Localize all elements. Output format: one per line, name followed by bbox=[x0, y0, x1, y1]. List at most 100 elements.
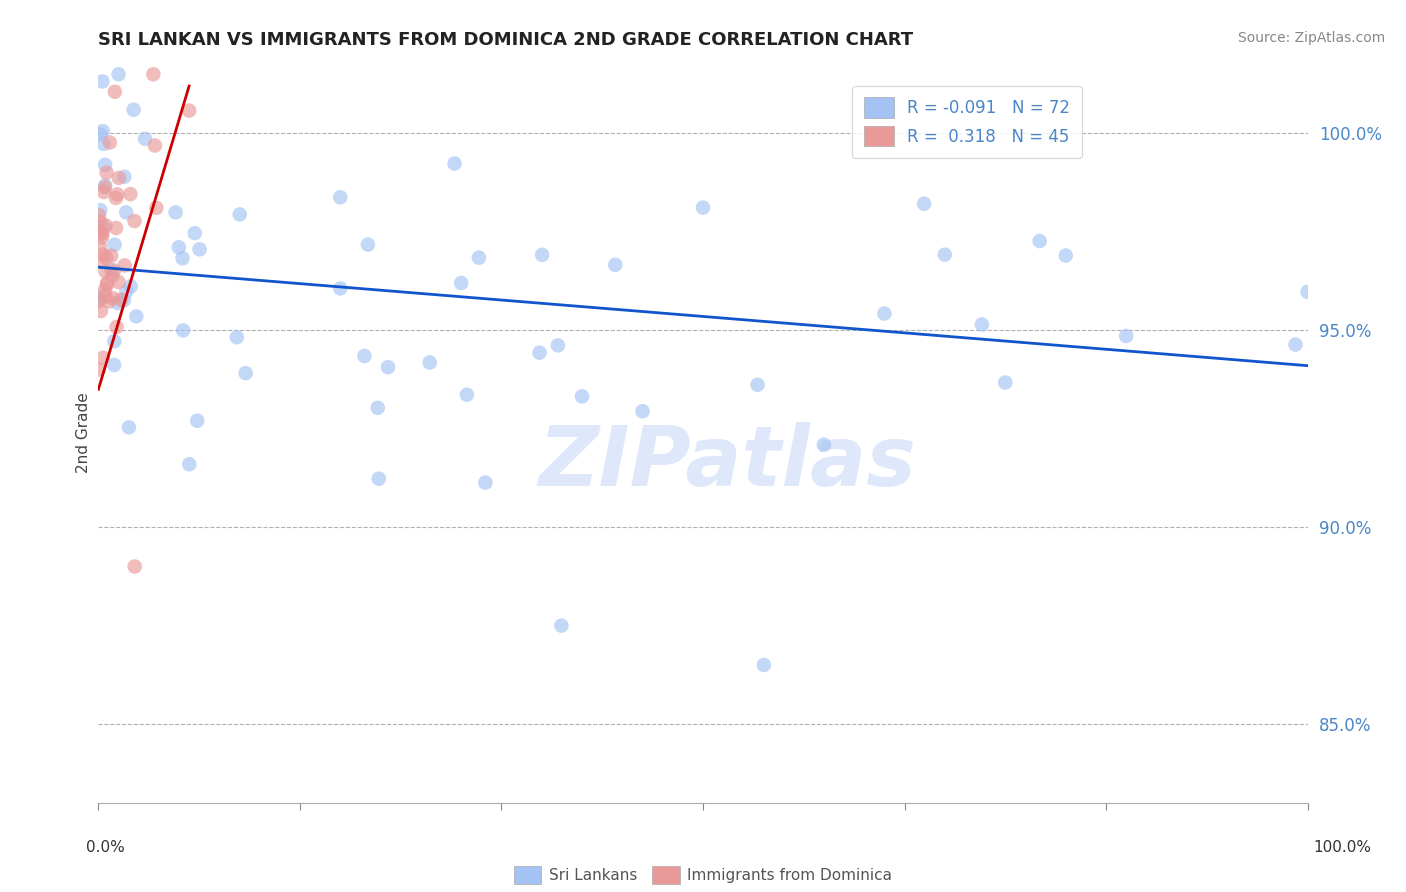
Point bbox=[89, 240, 111, 254]
Point bbox=[96, 251, 118, 265]
Point bbox=[747, 377, 769, 392]
Point bbox=[87, 362, 110, 376]
Point bbox=[120, 279, 142, 293]
Point bbox=[94, 180, 117, 194]
Point bbox=[93, 185, 115, 199]
Point bbox=[105, 221, 128, 235]
Point bbox=[531, 248, 554, 262]
Point bbox=[122, 103, 145, 117]
Point bbox=[91, 351, 114, 365]
Point bbox=[186, 414, 208, 428]
Point bbox=[547, 338, 569, 352]
Point bbox=[103, 358, 125, 372]
Point bbox=[87, 208, 110, 222]
Text: 0.0%: 0.0% bbox=[86, 840, 125, 855]
Point bbox=[179, 103, 201, 118]
Legend: R = -0.091   N = 72, R =  0.318   N = 45: R = -0.091 N = 72, R = 0.318 N = 45 bbox=[852, 86, 1081, 158]
Text: Source: ZipAtlas.com: Source: ZipAtlas.com bbox=[1237, 31, 1385, 45]
Point bbox=[353, 349, 375, 363]
Point bbox=[934, 248, 956, 262]
Point bbox=[90, 215, 112, 229]
Point bbox=[1028, 234, 1050, 248]
Point bbox=[142, 67, 165, 81]
Point bbox=[94, 219, 117, 233]
Point bbox=[89, 128, 111, 142]
Point bbox=[474, 475, 496, 490]
Point bbox=[1054, 248, 1077, 262]
Point bbox=[94, 289, 117, 303]
Point bbox=[105, 320, 128, 334]
Point bbox=[550, 618, 572, 632]
Point bbox=[100, 249, 122, 263]
Point bbox=[101, 291, 124, 305]
Point bbox=[172, 251, 194, 265]
Point bbox=[112, 293, 135, 308]
Legend: Sri Lankans, Immigrants from Dominica: Sri Lankans, Immigrants from Dominica bbox=[513, 866, 893, 884]
Point bbox=[94, 264, 117, 278]
Point bbox=[184, 226, 207, 240]
Point bbox=[87, 220, 110, 235]
Point bbox=[228, 207, 250, 221]
Point bbox=[357, 237, 380, 252]
Point bbox=[134, 132, 156, 146]
Point bbox=[87, 225, 110, 239]
Point bbox=[103, 237, 125, 252]
Point bbox=[103, 334, 125, 349]
Point bbox=[98, 136, 121, 150]
Point bbox=[631, 404, 654, 418]
Point bbox=[1284, 337, 1306, 351]
Point bbox=[367, 401, 389, 415]
Point bbox=[90, 230, 112, 244]
Point bbox=[87, 223, 110, 237]
Point bbox=[752, 657, 775, 672]
Point bbox=[912, 196, 935, 211]
Point bbox=[112, 169, 135, 184]
Point bbox=[107, 67, 129, 81]
Point bbox=[329, 281, 352, 295]
Point bbox=[114, 259, 136, 273]
Point bbox=[94, 178, 117, 193]
Point bbox=[329, 190, 352, 204]
Point bbox=[235, 366, 257, 380]
Point bbox=[97, 294, 120, 309]
Point bbox=[94, 283, 117, 297]
Point bbox=[115, 285, 138, 299]
Point bbox=[692, 201, 714, 215]
Point bbox=[96, 166, 118, 180]
Point bbox=[118, 420, 141, 434]
Point bbox=[225, 330, 247, 344]
Point bbox=[450, 276, 472, 290]
Point bbox=[605, 258, 627, 272]
Text: 100.0%: 100.0% bbox=[1313, 840, 1372, 855]
Point bbox=[108, 170, 131, 185]
Point bbox=[813, 438, 835, 452]
Point bbox=[104, 85, 127, 99]
Point bbox=[105, 191, 128, 205]
Point bbox=[443, 156, 465, 170]
Point bbox=[172, 323, 194, 337]
Point bbox=[105, 187, 128, 202]
Point bbox=[89, 203, 111, 218]
Point bbox=[91, 124, 114, 138]
Point bbox=[96, 276, 118, 290]
Point bbox=[89, 289, 111, 303]
Point bbox=[1115, 329, 1137, 343]
Point bbox=[367, 472, 389, 486]
Point bbox=[124, 214, 146, 228]
Text: SRI LANKAN VS IMMIGRANTS FROM DOMINICA 2ND GRADE CORRELATION CHART: SRI LANKAN VS IMMIGRANTS FROM DOMINICA 2… bbox=[98, 31, 914, 49]
Point bbox=[93, 136, 115, 151]
Point bbox=[529, 345, 551, 359]
Point bbox=[468, 251, 491, 265]
Point bbox=[873, 307, 896, 321]
Point bbox=[165, 205, 187, 219]
Point bbox=[89, 293, 111, 307]
Point bbox=[188, 243, 211, 257]
Point bbox=[124, 559, 146, 574]
Text: ZIPatlas: ZIPatlas bbox=[538, 422, 917, 503]
Point bbox=[96, 277, 118, 292]
Point bbox=[91, 74, 114, 88]
Point bbox=[107, 296, 129, 310]
Point bbox=[101, 268, 124, 283]
Point bbox=[91, 254, 114, 268]
Point bbox=[179, 457, 201, 471]
